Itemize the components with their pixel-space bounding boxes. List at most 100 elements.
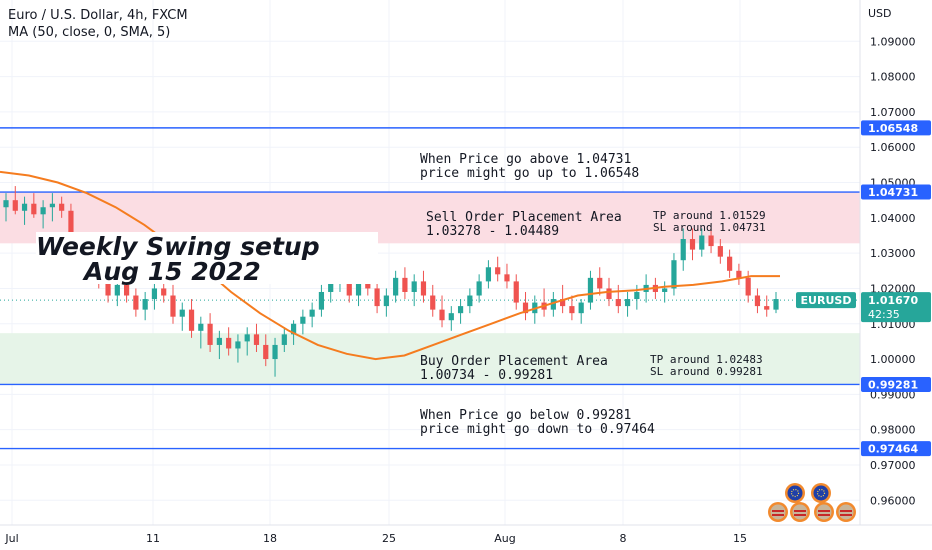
- candle: [244, 327, 250, 356]
- candle: [151, 281, 158, 310]
- candle-body: [624, 299, 631, 307]
- candle: [773, 291, 779, 314]
- candle: [402, 267, 408, 300]
- candle: [448, 306, 454, 331]
- indicator-legend[interactable]: MA (50, close, 0, SMA, 5): [8, 25, 171, 40]
- candle-body: [31, 203, 37, 215]
- candle: [513, 274, 519, 310]
- candle: [569, 295, 575, 321]
- candle: [21, 196, 28, 225]
- candle-body: [430, 295, 436, 310]
- below-note-line-2: price might go down to 0.97464: [420, 422, 655, 437]
- candle-body: [550, 299, 556, 310]
- last-price-value: 1.01670: [868, 294, 918, 307]
- flag-coin-icon: [814, 502, 834, 522]
- coin-face: [813, 485, 829, 501]
- bar-countdown: 42:35: [868, 308, 900, 321]
- currency-flags-logo: [768, 483, 856, 522]
- candle-body: [662, 288, 668, 292]
- flag-coin-icon: [768, 502, 788, 522]
- candle: [662, 281, 668, 303]
- candle: [133, 288, 139, 317]
- candle-body: [290, 323, 297, 335]
- candle-body: [188, 309, 195, 331]
- candle: [31, 193, 37, 218]
- candle: [170, 284, 176, 324]
- sell-zone-title: Sell Order Placement Area: [426, 210, 622, 225]
- sell-zone-range: 1.03278 - 1.04489: [426, 224, 560, 239]
- symbol-title: Euro / U.S. Dollar, 4h, FXCM: [8, 8, 188, 23]
- ticker-label: EURUSD: [801, 294, 852, 307]
- candle-body: [179, 309, 185, 317]
- candle-body: [708, 235, 714, 247]
- ma-line: [0, 170, 780, 361]
- candle-body: [402, 277, 408, 292]
- candle-body: [634, 291, 640, 300]
- candle-body: [495, 267, 501, 275]
- coin-stars: [816, 488, 826, 498]
- price-axis-bg: [860, 0, 932, 550]
- candle-body: [253, 334, 260, 345]
- candle-body: [754, 295, 761, 307]
- candle: [300, 309, 306, 335]
- candle-body: [773, 299, 779, 310]
- candle: [12, 186, 18, 215]
- time-tick-label: 8: [620, 532, 627, 545]
- candle-body: [198, 323, 204, 331]
- candle: [764, 295, 770, 317]
- candle: [495, 256, 501, 282]
- candle-body: [587, 277, 594, 303]
- candle-body: [21, 203, 28, 211]
- badge-level-4: 0.97464: [868, 443, 918, 456]
- candle-body: [374, 288, 380, 307]
- badge-level-1-bg: [861, 120, 931, 136]
- badge-level-3: 0.99281: [868, 378, 918, 391]
- candle-body: [578, 302, 584, 314]
- candle: [226, 327, 232, 356]
- candle: [754, 288, 761, 314]
- time-tick-label: 15: [733, 532, 747, 545]
- price-tick-label: 1.03000: [870, 247, 916, 260]
- candle: [634, 284, 640, 310]
- candle-body: [272, 344, 278, 360]
- candle: [179, 302, 185, 331]
- candle: [263, 334, 269, 367]
- price-tick-label: 0.98000: [870, 424, 916, 437]
- time-axis[interactable]: Jul 11 18 25 Aug 8 15: [0, 524, 932, 545]
- candle: [457, 299, 464, 324]
- moving-average: [0, 170, 780, 361]
- candle-body: [680, 239, 686, 261]
- buy-sl: SL around 0.99281: [650, 365, 763, 378]
- time-tick-label: Aug: [494, 532, 515, 545]
- setup-date: Aug 15 2022: [84, 257, 261, 286]
- candle-body: [142, 299, 148, 310]
- badge-level-3-bg: [861, 376, 931, 392]
- price-tick-label: 0.96000: [870, 494, 916, 507]
- candle: [727, 249, 733, 278]
- candle: [235, 334, 241, 363]
- candle-body: [263, 344, 269, 360]
- candle-body: [114, 284, 120, 296]
- candle-body: [420, 281, 427, 296]
- candle-body: [522, 302, 529, 314]
- last-price-badge-bg: [861, 292, 931, 323]
- coin-face: [787, 485, 803, 501]
- price-axis[interactable]: USD1.090001.080001.070001.060001.050001.…: [859, 0, 932, 550]
- candle-body: [383, 295, 389, 307]
- candle-body: [467, 295, 473, 307]
- candle: [59, 196, 65, 218]
- candle-body: [699, 235, 705, 250]
- candle-body: [476, 281, 482, 296]
- candle: [699, 228, 705, 257]
- badge-level-2: 1.04731: [868, 186, 918, 199]
- candle-body: [318, 291, 325, 310]
- candle-body: [216, 337, 222, 345]
- candle: [504, 263, 510, 289]
- candle-body: [448, 313, 454, 321]
- axis-unit: USD: [868, 7, 892, 20]
- candle: [708, 228, 714, 254]
- candle: [40, 200, 46, 229]
- candle: [216, 330, 222, 360]
- candle: [272, 337, 278, 377]
